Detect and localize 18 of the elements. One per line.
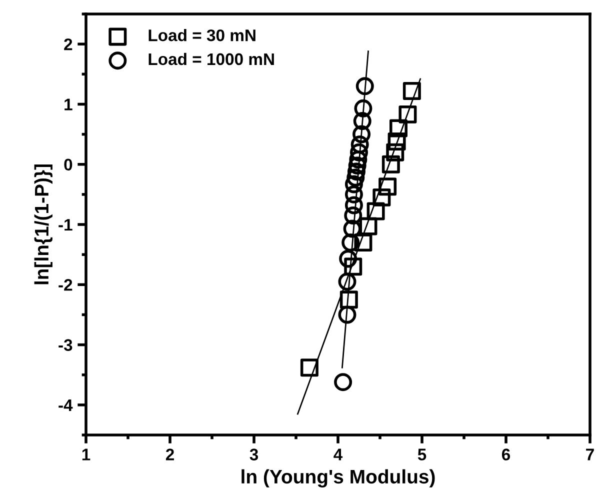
y-tick-label: -3 (58, 339, 72, 352)
x-tick-label: 1 (82, 448, 90, 460)
y-tick-label: -2 (58, 279, 72, 291)
x-tick-label: 6 (502, 448, 510, 460)
y-tick-label: -1 (58, 219, 72, 231)
x-tick-label: 4 (334, 448, 343, 460)
y-tick-label: 1 (64, 98, 72, 110)
x-axis-title: ln (Young's Modulus) (242, 469, 435, 488)
y-tick-label: 0 (64, 158, 72, 171)
y-tick-label: -4 (58, 400, 73, 411)
legend-label: Load = 30 mN (148, 29, 256, 42)
legend-label: Load = 1000 mN (148, 52, 274, 66)
x-tick-label: 2 (166, 448, 174, 460)
y-tick-label: 2 (64, 38, 72, 50)
x-tick-label: 3 (250, 448, 258, 460)
x-tick-label: 7 (586, 448, 594, 460)
y-axis-title: ln[ln{1/(1-P)}] (34, 164, 52, 284)
x-tick-label: 5 (418, 448, 426, 460)
